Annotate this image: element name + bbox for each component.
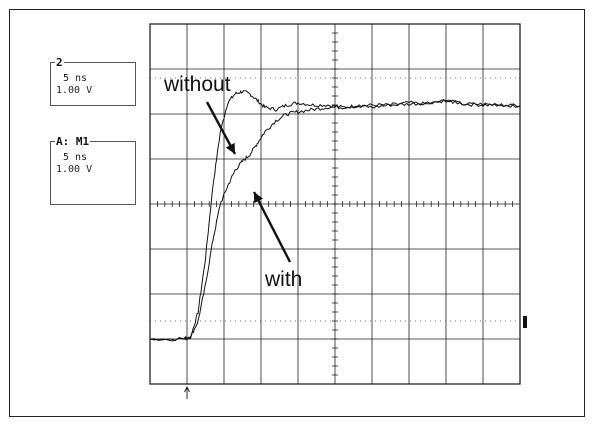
traces xyxy=(149,90,521,342)
scope-frame xyxy=(9,9,585,417)
channel-2-timebase: 5 ns xyxy=(63,73,88,84)
channel-2-title: 2 xyxy=(55,56,64,69)
trace-with xyxy=(149,99,521,342)
trigger-marker-head xyxy=(184,385,190,393)
channel-2-voltage: 1.00 V xyxy=(56,85,93,96)
math-m1-readout: A: M1 5 ns 1.00 V xyxy=(50,136,136,205)
arrow-with xyxy=(252,191,292,263)
arrow-with-head xyxy=(254,192,264,204)
math-m1-title: A: M1 xyxy=(55,135,91,148)
graticule xyxy=(149,23,527,399)
arrow-without-head xyxy=(225,142,235,154)
annotation-arrows xyxy=(205,101,292,263)
channel-2-readout: 2 5 ns 1.00 V xyxy=(50,57,136,106)
annotation-without: without xyxy=(163,73,231,96)
math-m1-voltage: 1.00 V xyxy=(56,164,93,175)
annotation-with: with xyxy=(264,268,302,291)
annotations: without with xyxy=(163,73,302,291)
math-m1-timebase: 5 ns xyxy=(63,152,88,163)
trace-without xyxy=(149,90,521,342)
ground-level-marker xyxy=(523,316,527,328)
